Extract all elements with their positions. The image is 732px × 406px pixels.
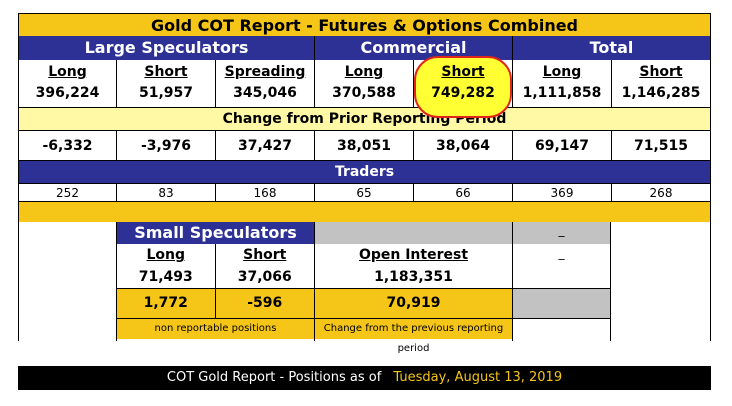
blank-left — [19, 222, 117, 341]
large-speculators-header: Large Speculators — [19, 36, 315, 60]
position-value: 1,111,858 — [513, 82, 612, 107]
footer-text: COT Gold Report - Positions as of — [166, 370, 382, 385]
traders-value: 252 — [19, 184, 117, 201]
lower-section: Small Speculators Long 71,493 Short 37,0… — [18, 222, 711, 354]
small-long-label: Long — [146, 247, 186, 263]
small-speculators-block: Small Speculators Long 71,493 Short 37,0… — [117, 222, 315, 341]
small-long-value: 71,493 — [138, 269, 193, 285]
traders-value: 65 — [315, 184, 414, 201]
position-value: 396,224 — [19, 82, 117, 107]
small-speculators-title: Small Speculators — [117, 222, 314, 244]
commercial-header: Commercial — [315, 36, 513, 60]
change-value: -3,976 — [117, 131, 216, 160]
report-title: Gold COT Report - Futures & Options Comb… — [150, 16, 579, 35]
group-header-row: Large Speculators Commercial Total — [18, 36, 711, 60]
traders-value: 83 — [117, 184, 216, 201]
report-footer: COT Gold Report - Positions as of Tuesda… — [18, 366, 711, 390]
open-interest-note: Change from the previous reporting perio… — [315, 319, 512, 354]
column-header-row: Long Short Spreading Long Short Long Sho… — [18, 60, 711, 82]
change-value: 38,064 — [414, 131, 513, 160]
col-total-short: Short — [639, 64, 683, 80]
footer-date: Tuesday, August 13, 2019 — [393, 370, 563, 385]
small-short-label: Short — [243, 247, 287, 263]
small-short-change: -596 — [247, 295, 283, 311]
col-large-short: Short — [117, 60, 216, 82]
position-value: 345,046 — [216, 82, 315, 107]
changes-row: -6,332 -3,976 37,427 38,051 38,064 69,14… — [18, 130, 711, 161]
position-value: 51,957 — [117, 82, 216, 107]
traders-value: 66 — [414, 184, 513, 201]
traders-header-row: Traders — [18, 161, 711, 183]
dash-block: _ _ — [513, 222, 611, 341]
position-value: 370,588 — [315, 82, 414, 107]
col-commercial-long: Long — [315, 60, 414, 82]
traders-value: 369 — [513, 184, 612, 201]
small-long-change: 1,772 — [117, 289, 216, 318]
positions-row: 396,224 51,957 345,046 370,588 749,282 1… — [18, 82, 711, 107]
traders-row: 252 83 168 65 66 369 268 — [18, 183, 711, 202]
col-large-long: Long — [19, 60, 117, 82]
blank-right — [611, 222, 710, 341]
position-value: 1,146,285 — [621, 85, 701, 101]
small-note: non reportable positions — [117, 319, 314, 339]
open-interest-change: 70,919 — [315, 288, 512, 319]
spacer-row — [18, 202, 711, 222]
total-header: Total — [589, 38, 634, 57]
change-value: 71,515 — [633, 138, 689, 154]
col-commercial-short-label: Short — [441, 64, 485, 80]
position-value-highlighted: 749,282 — [414, 82, 513, 107]
change-value: 69,147 — [513, 131, 612, 160]
dash-blank — [513, 319, 610, 339]
change-title: Change from Prior Reporting Period — [222, 111, 507, 127]
dash-grey-bottom — [513, 288, 610, 319]
dash-top: _ — [513, 222, 610, 244]
oi-grey-header — [315, 222, 512, 244]
open-interest-label: Open Interest — [358, 247, 469, 263]
cot-table: Gold COT Report - Futures & Options Comb… — [18, 13, 711, 354]
highlighted-value: 749,282 — [431, 85, 495, 101]
col-commercial-short: Short — [414, 60, 513, 82]
traders-title: Traders — [334, 164, 395, 180]
traders-value: 268 — [649, 186, 673, 200]
col-large-spreading: Spreading — [216, 60, 315, 82]
change-value: -6,332 — [19, 131, 117, 160]
small-short-value: 37,066 — [237, 269, 292, 285]
change-value: 37,427 — [216, 131, 315, 160]
red-circle-highlight — [414, 56, 512, 118]
report-title-row: Gold COT Report - Futures & Options Comb… — [18, 13, 711, 36]
traders-value: 168 — [216, 184, 315, 201]
open-interest-block: Open Interest 1,183,351 70,919 Change fr… — [315, 222, 513, 354]
change-header-row: Change from Prior Reporting Period — [18, 107, 711, 130]
change-value: 38,051 — [315, 131, 414, 160]
col-total-long: Long — [513, 60, 612, 82]
dash-middle: _ — [513, 244, 610, 288]
open-interest-value: 1,183,351 — [374, 269, 453, 285]
